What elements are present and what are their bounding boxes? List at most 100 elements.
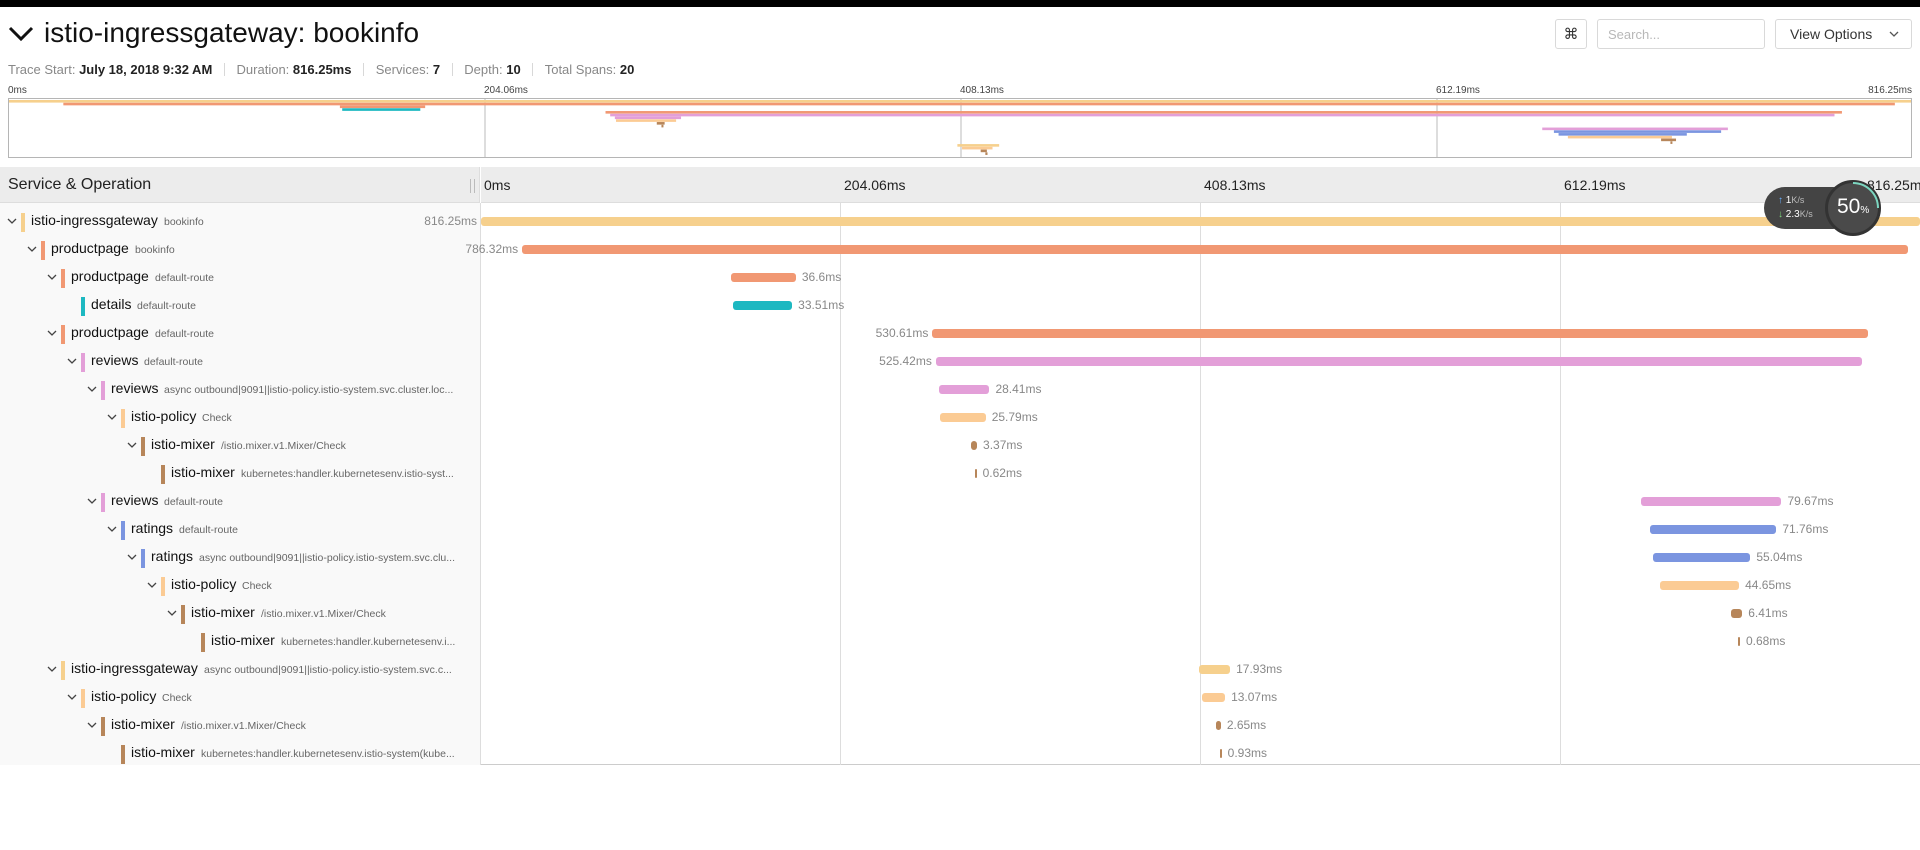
span-row[interactable]: istio-mixer/istio.mixer.v1.Mixer/Check 2.… [0, 711, 1920, 739]
expand-chevron-icon[interactable] [106, 411, 118, 423]
span-row[interactable]: productpage bookinfo 786.32ms [0, 235, 1920, 263]
span-duration: 36.6ms [801, 270, 842, 284]
span-row[interactable]: istio-mixer/istio.mixer.v1.Mixer/Check 3.… [0, 431, 1920, 459]
span-row[interactable]: istio-ingressgateway async outbound|9091|… [0, 655, 1920, 683]
expand-chevron-icon[interactable] [126, 439, 138, 451]
span-bar[interactable] [522, 245, 1908, 254]
timeline-tick: 0ms [484, 177, 511, 193]
operation-name: /istio.mixer.v1.Mixer/Check [181, 720, 306, 732]
service-name: istio-ingressgateway [71, 660, 198, 676]
total-spans-label: Total Spans: [544, 62, 617, 77]
span-bar[interactable] [1649, 525, 1777, 534]
service-name: istio-mixer [131, 744, 195, 760]
minimap-tick: 0ms [8, 85, 27, 96]
span-row[interactable]: istio-mixer kubernetes:handler.kubernetes… [0, 739, 1920, 767]
span-row[interactable]: productpage default-route 36.6ms [0, 263, 1920, 291]
depth-label: Depth: [464, 62, 503, 77]
service-color-marker [161, 577, 165, 596]
percent-gauge [1825, 180, 1881, 236]
service-color-marker [21, 213, 25, 232]
span-row[interactable]: ratings default-route 71.76ms [0, 515, 1920, 543]
span-bar[interactable] [932, 329, 1868, 338]
expand-chevron-icon[interactable] [46, 663, 58, 675]
span-row[interactable]: istio-policy Check 25.79ms [0, 403, 1920, 431]
minimap-span [610, 113, 1835, 117]
expand-chevron-icon[interactable] [126, 551, 138, 563]
span-row[interactable]: istio-mixer/istio.mixer.v1.Mixer/Check 6.… [0, 599, 1920, 627]
span-bar[interactable] [940, 413, 986, 422]
span-row[interactable]: istio-mixer kubernetes:handler.kubernetes… [0, 627, 1920, 655]
minimap-canvas [9, 99, 1911, 157]
trace-minimap[interactable] [8, 98, 1912, 158]
span-row[interactable]: reviews async outbound|9091||istio-policy… [0, 375, 1920, 403]
span-row[interactable]: reviews default-route 79.67ms [0, 487, 1920, 515]
service-color-marker [81, 353, 85, 372]
expand-chevron-icon[interactable] [66, 691, 78, 703]
view-options-dropdown[interactable]: View Options [1775, 19, 1912, 49]
span-bar[interactable] [733, 301, 793, 310]
service-color-marker [61, 661, 65, 680]
operation-name: kubernetes:handler.kubernetesenv.istio-s… [241, 468, 454, 480]
span-row[interactable]: istio-mixer kubernetes:handler.kubernetes… [0, 459, 1920, 487]
expand-chevron-icon[interactable] [26, 243, 38, 255]
trace-start-value: July 18, 2018 9:32 AM [79, 62, 213, 77]
service-name: reviews [111, 492, 159, 508]
span-row[interactable]: productpage default-route 530.61ms [0, 319, 1920, 347]
span-bar[interactable] [1219, 749, 1222, 758]
span-bar[interactable] [971, 441, 978, 450]
span-bar[interactable] [481, 217, 1920, 226]
expand-chevron-icon[interactable] [86, 719, 98, 731]
span-bar[interactable] [1202, 693, 1226, 702]
service-name: details [91, 296, 132, 312]
minimap-span [985, 152, 988, 155]
span-bar[interactable] [1737, 637, 1740, 646]
span-bar[interactable] [731, 273, 796, 282]
network-speed-widget[interactable]: ↑ 1K/s ↓ 2.3K/s 50% [1764, 180, 1885, 236]
span-duration: 44.65ms [1745, 578, 1792, 592]
upload-speed: ↑ 1K/s [1778, 195, 1804, 206]
expand-chevron-icon[interactable] [66, 355, 78, 367]
expand-chevron-icon[interactable] [106, 523, 118, 535]
span-bar[interactable] [935, 357, 1863, 366]
column-resizer[interactable] [470, 179, 475, 193]
span-bar[interactable] [1653, 553, 1751, 562]
expand-chevron-icon[interactable] [6, 215, 18, 227]
expand-chevron-icon[interactable] [86, 383, 98, 395]
collapse-chevron-icon[interactable] [8, 23, 34, 43]
service-color-marker [161, 465, 165, 484]
span-duration: 28.41ms [995, 382, 1042, 396]
span-bar[interactable] [1730, 609, 1743, 618]
service-name: istio-mixer [191, 604, 255, 620]
expand-chevron-icon[interactable] [86, 495, 98, 507]
expand-chevron-icon[interactable] [146, 579, 158, 591]
span-duration: 55.04ms [1756, 550, 1803, 564]
span-bar[interactable] [1216, 721, 1221, 730]
expand-chevron-icon[interactable] [166, 607, 178, 619]
span-row[interactable]: istio-ingressgateway bookinfo 816.25ms [0, 207, 1920, 235]
span-row[interactable]: ratings async outbound|9091||istio-policy… [0, 543, 1920, 571]
operation-name: /istio.mixer.v1.Mixer/Check [221, 440, 346, 452]
trace-header: istio-ingressgateway: bookinfo ⌘ View Op… [0, 7, 1920, 67]
span-bar[interactable] [939, 385, 990, 394]
gridline [1560, 203, 1561, 765]
span-bar[interactable] [1660, 581, 1740, 590]
span-bar[interactable] [1641, 497, 1782, 506]
span-row[interactable]: details default-route 33.51ms [0, 291, 1920, 319]
timeline-tick: 816.25ms [1867, 177, 1920, 193]
span-row[interactable]: reviews default-route 525.42ms [0, 347, 1920, 375]
span-row[interactable]: istio-policy Check 44.65ms [0, 571, 1920, 599]
services-value: 7 [432, 62, 441, 77]
minimap-span [1558, 133, 1687, 136]
operation-name: default-route [144, 356, 203, 368]
keyboard-shortcuts-button[interactable]: ⌘ [1555, 19, 1587, 49]
span-bar[interactable] [1198, 665, 1231, 674]
span-duration: 71.76ms [1782, 522, 1829, 536]
expand-chevron-icon[interactable] [46, 271, 58, 283]
minimap-tick: 204.06ms [484, 85, 528, 96]
expand-chevron-icon[interactable] [46, 327, 58, 339]
span-row[interactable]: istio-policy Check 13.07ms [0, 683, 1920, 711]
search-input[interactable] [1597, 19, 1765, 49]
service-color-marker [121, 521, 125, 540]
trace-timeline: Service & Operation 0ms 204.06ms 408.13m… [0, 167, 1920, 765]
span-bar[interactable] [974, 469, 977, 478]
